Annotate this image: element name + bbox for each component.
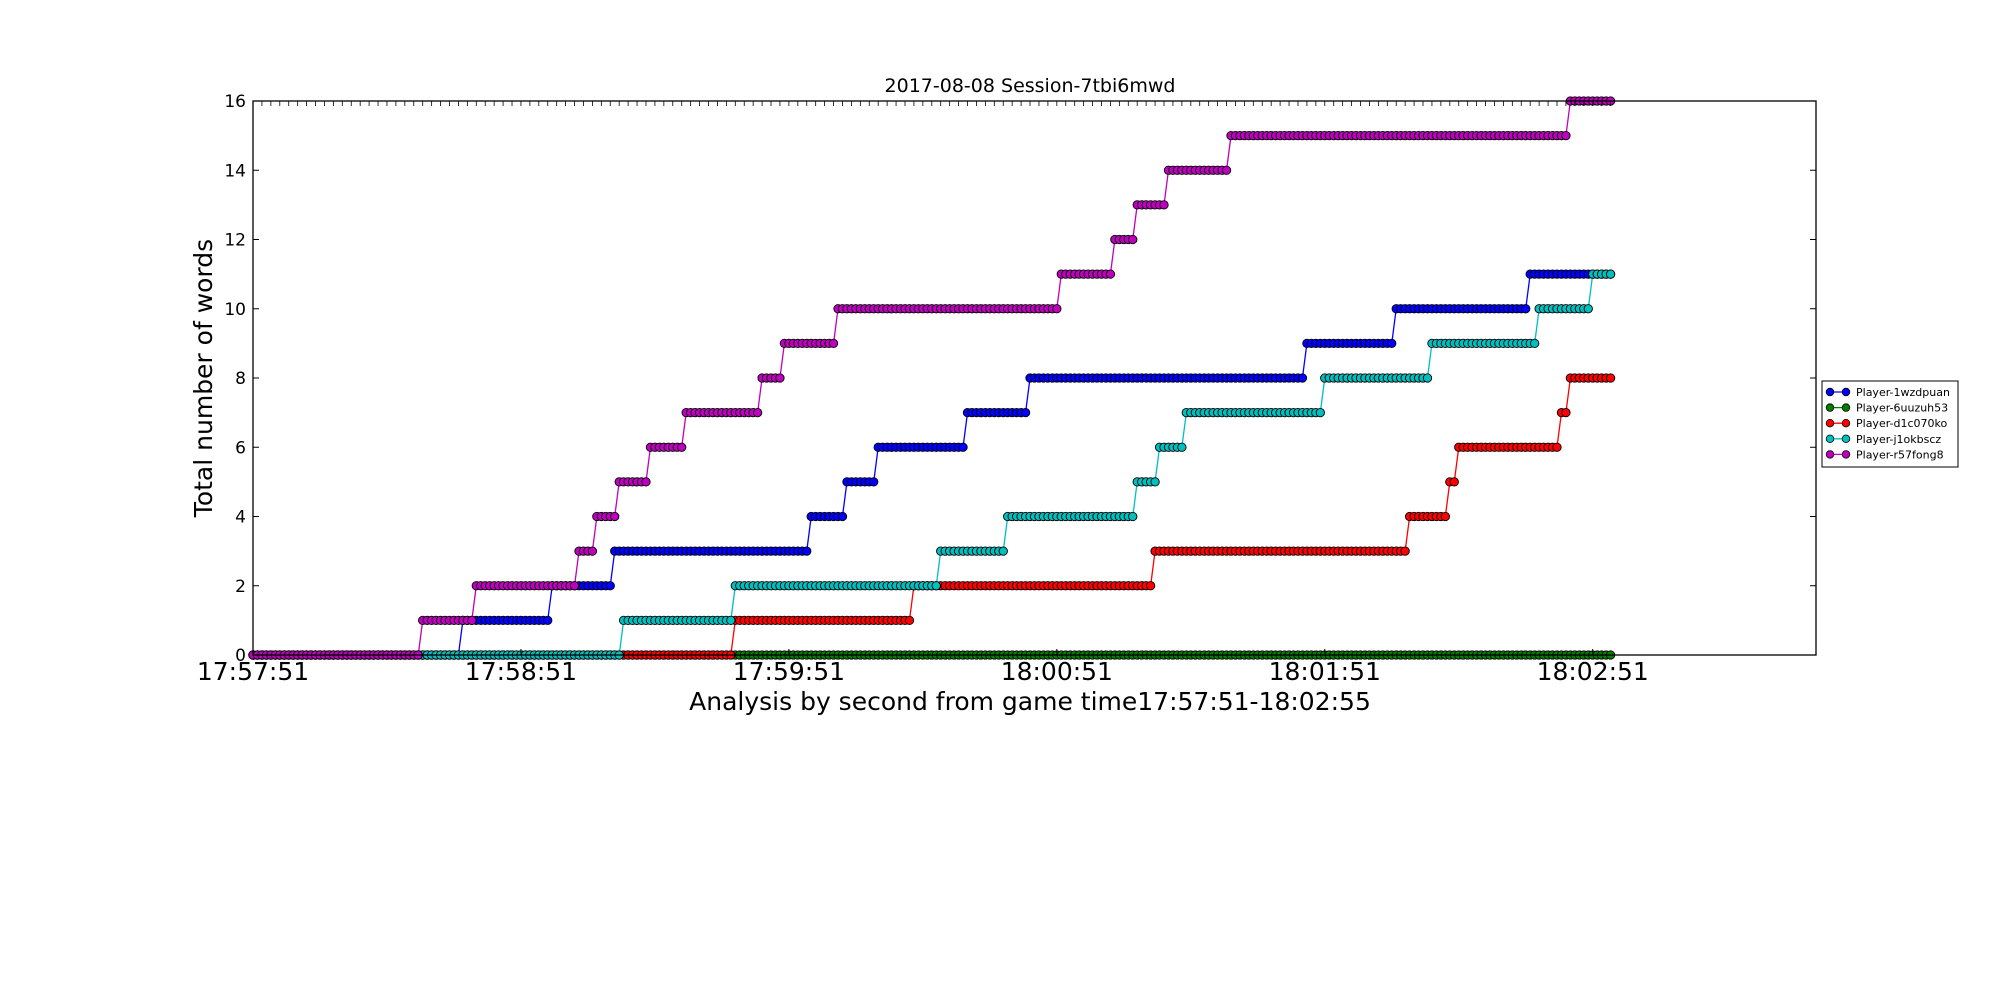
chart-title: 2017-08-08 Session-7tbi6mwd — [885, 75, 1176, 97]
data-point — [904, 615, 915, 626]
legend-item: Player-d1c070ko — [1825, 417, 1947, 430]
x-tick-label: 18:00:51 — [1001, 657, 1113, 686]
data-point — [1605, 269, 1616, 279]
series-Player-r57fong8 — [248, 96, 1616, 660]
legend-item: Player-r57fong8 — [1825, 448, 1944, 461]
data-point — [1422, 373, 1433, 383]
data-point — [1583, 304, 1593, 314]
y-tick-label: 10 — [224, 300, 246, 320]
data-point — [543, 615, 553, 626]
data-point — [1561, 130, 1571, 141]
data-point — [587, 546, 598, 556]
data-point — [1221, 165, 1232, 175]
x-tick-label: 17:57:51 — [197, 657, 309, 686]
x-tick-label: 18:01:51 — [1269, 657, 1381, 686]
legend-marker — [1841, 419, 1851, 428]
data-point — [641, 477, 651, 487]
y-tick-label: 12 — [224, 231, 246, 251]
data-point — [677, 442, 687, 452]
data-point — [1521, 304, 1531, 314]
data-point — [1177, 442, 1187, 452]
x-tick-label: 18:02:51 — [1537, 657, 1649, 686]
legend-marker — [1841, 403, 1851, 412]
legend: Player-1wzdpuan Player-6uuzuh53 Player-d1c… — [1821, 380, 1959, 468]
legend-label: Player-6uuzuh53 — [1856, 402, 1948, 415]
data-point — [1297, 373, 1308, 383]
data-point — [610, 511, 620, 522]
data-point — [1440, 511, 1451, 522]
legend-item: Player-6uuzuh53 — [1825, 402, 1948, 415]
data-point — [1387, 338, 1397, 349]
series-Player-1wzdpuan — [248, 269, 1616, 660]
data-point — [775, 373, 785, 383]
data-point — [828, 338, 839, 349]
legend-marker — [1825, 387, 1835, 397]
series-Player-j1okbscz — [248, 269, 1616, 660]
y-axis-label: Total number of words — [189, 239, 218, 518]
legend-marker — [1825, 419, 1835, 428]
legend-marker — [1841, 434, 1851, 443]
data-point — [1128, 511, 1138, 522]
data-point — [1561, 407, 1571, 418]
data-point — [1400, 546, 1410, 556]
data-point — [958, 442, 968, 452]
data-point — [802, 546, 812, 556]
legend-marker — [1825, 450, 1835, 459]
legend-item: Player-j1okbscz — [1825, 433, 1941, 446]
data-point — [1020, 407, 1031, 418]
data-point — [1052, 304, 1062, 314]
x-axis-label: Analysis by second from game time17:57:5… — [689, 687, 1371, 716]
series-line — [253, 273, 1611, 656]
y-tick-label: 0 — [235, 646, 246, 666]
legend-marker — [1825, 403, 1835, 412]
data-point — [726, 615, 736, 626]
data-point — [931, 581, 941, 591]
legend-marker — [1825, 434, 1835, 443]
series-line — [253, 273, 1611, 656]
data-point — [1315, 407, 1325, 418]
data-point — [752, 407, 763, 418]
data-point — [605, 581, 615, 591]
data-point — [1145, 581, 1156, 591]
legend-marker — [1841, 387, 1851, 397]
data-point — [1552, 442, 1562, 452]
legend-label: Player-d1c070ko — [1856, 417, 1947, 430]
plot-area — [248, 96, 1616, 660]
data-point — [1159, 200, 1169, 210]
legend-label: Player-1wzdpuan — [1856, 386, 1950, 399]
y-tick-label: 8 — [235, 369, 246, 389]
data-point — [998, 546, 1008, 556]
data-point — [837, 511, 848, 522]
legend-item: Player-1wzdpuan — [1825, 386, 1950, 399]
legend-marker — [1841, 450, 1851, 459]
y-tick-label: 4 — [235, 508, 246, 528]
data-point — [467, 615, 477, 626]
data-point — [1449, 477, 1459, 487]
data-point — [1530, 338, 1540, 349]
y-tick-label: 16 — [224, 92, 246, 112]
data-point — [1105, 269, 1116, 279]
data-point — [869, 477, 879, 487]
data-point — [1150, 477, 1160, 487]
x-tick-label: 17:58:51 — [465, 657, 577, 686]
data-point — [1128, 234, 1138, 245]
y-tick-label: 6 — [235, 438, 246, 458]
legend-label: Player-r57fong8 — [1856, 448, 1944, 461]
data-point — [1605, 373, 1616, 383]
axes: 0 2 4 6 8 10 12 14 16 17:57:51 17:58:51 17:59:51 18:… — [197, 92, 1817, 686]
y-tick-label: 2 — [235, 577, 246, 597]
y-tick-label: 14 — [224, 161, 246, 181]
legend-label: Player-j1okbscz — [1856, 433, 1941, 446]
data-point — [569, 581, 580, 591]
x-tick-label: 17:59:51 — [733, 657, 845, 686]
